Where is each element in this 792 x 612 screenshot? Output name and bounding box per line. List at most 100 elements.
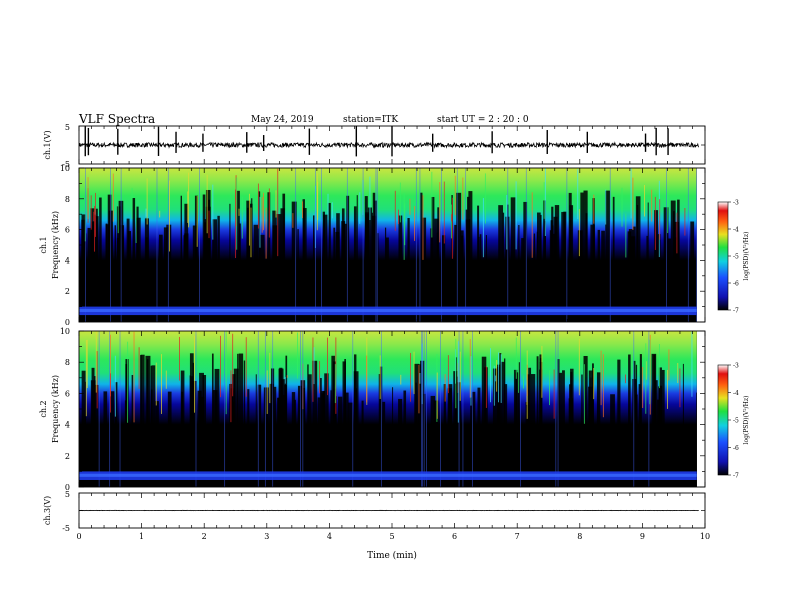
spectral-gap: [236, 190, 240, 322]
sferic-streak: [451, 214, 453, 222]
impulse-line: [555, 331, 557, 487]
spectral-gap: [580, 192, 584, 322]
spectral-gap: [95, 208, 98, 322]
spectral-gap: [382, 401, 386, 487]
impulse-line: [440, 331, 441, 487]
spectral-gap: [328, 202, 331, 322]
spectral-gap: [109, 391, 115, 487]
sferic-streak: [277, 168, 279, 257]
spectral-gap: [434, 218, 439, 322]
impulse-line: [472, 331, 473, 487]
spectral-gap: [272, 225, 278, 322]
colorbar-tick-label: -5: [733, 254, 739, 261]
sferic-streak: [313, 347, 315, 385]
spectral-gap: [497, 366, 500, 487]
spectral-gap: [638, 384, 641, 487]
spectral-gap: [420, 192, 423, 322]
sferic-streak: [292, 213, 294, 228]
y-tick-label: 2: [65, 452, 70, 461]
sferic-streak: [265, 207, 267, 259]
spectral-gap: [460, 235, 464, 322]
spectral-gap: [431, 196, 435, 322]
spectral-gap: [281, 394, 286, 487]
sferic-streak: [394, 190, 396, 231]
sferic-streak: [146, 178, 148, 225]
impulse-line: [422, 331, 423, 487]
spectral-gap: [533, 233, 536, 322]
impulse-line: [557, 331, 559, 487]
y-tick-label: 10: [60, 327, 70, 336]
sferic-streak: [469, 339, 471, 398]
sferic-streak: [422, 195, 424, 260]
impulse-line: [520, 331, 521, 487]
spectral-gap: [385, 237, 389, 322]
spectral-gap: [592, 198, 595, 322]
lf-band-core: [79, 308, 697, 312]
sferic-streak: [110, 334, 111, 397]
y-tick-label: 4: [65, 421, 70, 430]
colorbar: [717, 364, 729, 476]
sferic-streak: [236, 177, 238, 250]
sferic-streak: [235, 189, 236, 259]
sferic-streak: [578, 209, 580, 257]
spectral-gap: [319, 378, 322, 487]
colorbar-tick-label: -3: [733, 200, 739, 207]
spectral-gap: [253, 224, 259, 322]
spectral-gap: [470, 397, 472, 487]
sferic-streak: [112, 173, 114, 222]
spectral-gap: [525, 402, 530, 487]
spectral-gap: [167, 391, 172, 487]
spectral-gap: [610, 394, 615, 487]
impulse-line: [609, 168, 611, 322]
sferic-streak: [261, 197, 263, 233]
spectral-gap: [312, 360, 318, 487]
spectral-gap: [263, 387, 269, 487]
spectral-gap: [498, 205, 504, 322]
x-tick-label: 8: [577, 532, 582, 541]
spectral-gap: [199, 372, 204, 487]
spectral-gap: [654, 210, 659, 322]
sferic-streak: [544, 168, 546, 237]
spectral-gap: [559, 372, 563, 487]
spectral-gap: [94, 376, 96, 487]
spectral-gap: [307, 364, 309, 487]
spectral-gap: [540, 214, 542, 322]
sferic-streak: [658, 344, 660, 389]
spectral-gap: [562, 370, 565, 487]
sferic-streak: [165, 370, 167, 389]
spectral-gap: [132, 198, 136, 322]
sferic-streak: [553, 369, 555, 419]
x-tick-label: 2: [202, 532, 207, 541]
spectral-gap: [392, 387, 394, 487]
spectral-gap: [682, 363, 684, 487]
channel-label: ch.2: [39, 400, 48, 417]
spectral-gap: [654, 380, 658, 487]
spectral-gap: [276, 214, 282, 322]
sferic-streak: [317, 181, 319, 220]
spectral-gap: [407, 218, 410, 322]
spectral-gap: [492, 368, 498, 487]
spectral-gap: [454, 224, 457, 322]
sferic-streak: [644, 185, 645, 217]
x-tick-label: 4: [327, 532, 332, 541]
spectral-gap: [661, 369, 665, 487]
spectral-gap: [184, 233, 189, 322]
start-time-label: start UT = 2 : 20 : 0: [437, 115, 529, 125]
spectral-gap: [214, 368, 220, 487]
sferic-streak: [286, 375, 288, 378]
sferic-streak: [454, 175, 456, 216]
sferic-streak: [96, 351, 98, 409]
sferic-streak: [208, 210, 210, 239]
impulse-line: [696, 168, 697, 322]
spectral-gap: [471, 391, 476, 487]
spectral-gap: [477, 387, 481, 487]
spectral-gap: [145, 237, 148, 322]
spectral-gap: [518, 362, 520, 487]
spectral-gap: [81, 370, 86, 487]
spectral-gap: [87, 227, 93, 322]
y-tick-label: -5: [62, 524, 70, 533]
sferic-streak: [659, 199, 661, 240]
spectral-gap: [365, 212, 369, 322]
impulse-line: [85, 168, 86, 322]
